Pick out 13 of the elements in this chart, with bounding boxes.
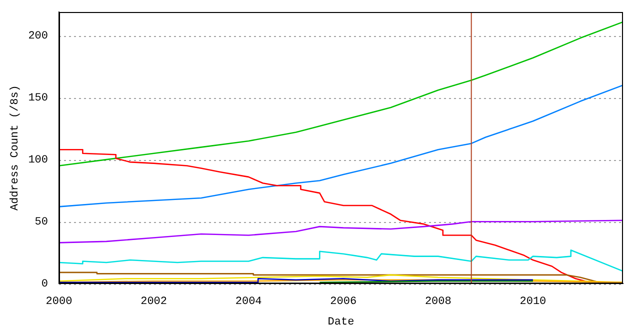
x-tick-label: 2008 xyxy=(424,296,452,308)
x-tick-label: 2006 xyxy=(330,296,357,308)
y-tick-label: 100 xyxy=(28,154,48,166)
y-axis-title: Address Count (/8s) xyxy=(10,85,22,211)
x-axis-title: Date xyxy=(328,316,354,328)
x-tick-label: 2004 xyxy=(235,296,262,308)
x-tick-label: 2000 xyxy=(46,296,72,308)
y-tick-label: 0 xyxy=(41,278,48,291)
x-tick-label: 2010 xyxy=(520,296,546,308)
y-tick-label: 50 xyxy=(34,216,48,228)
y-tick-label: 150 xyxy=(28,92,48,104)
x-tick-label: 2002 xyxy=(140,296,167,308)
y-tick-label: 200 xyxy=(28,30,48,42)
